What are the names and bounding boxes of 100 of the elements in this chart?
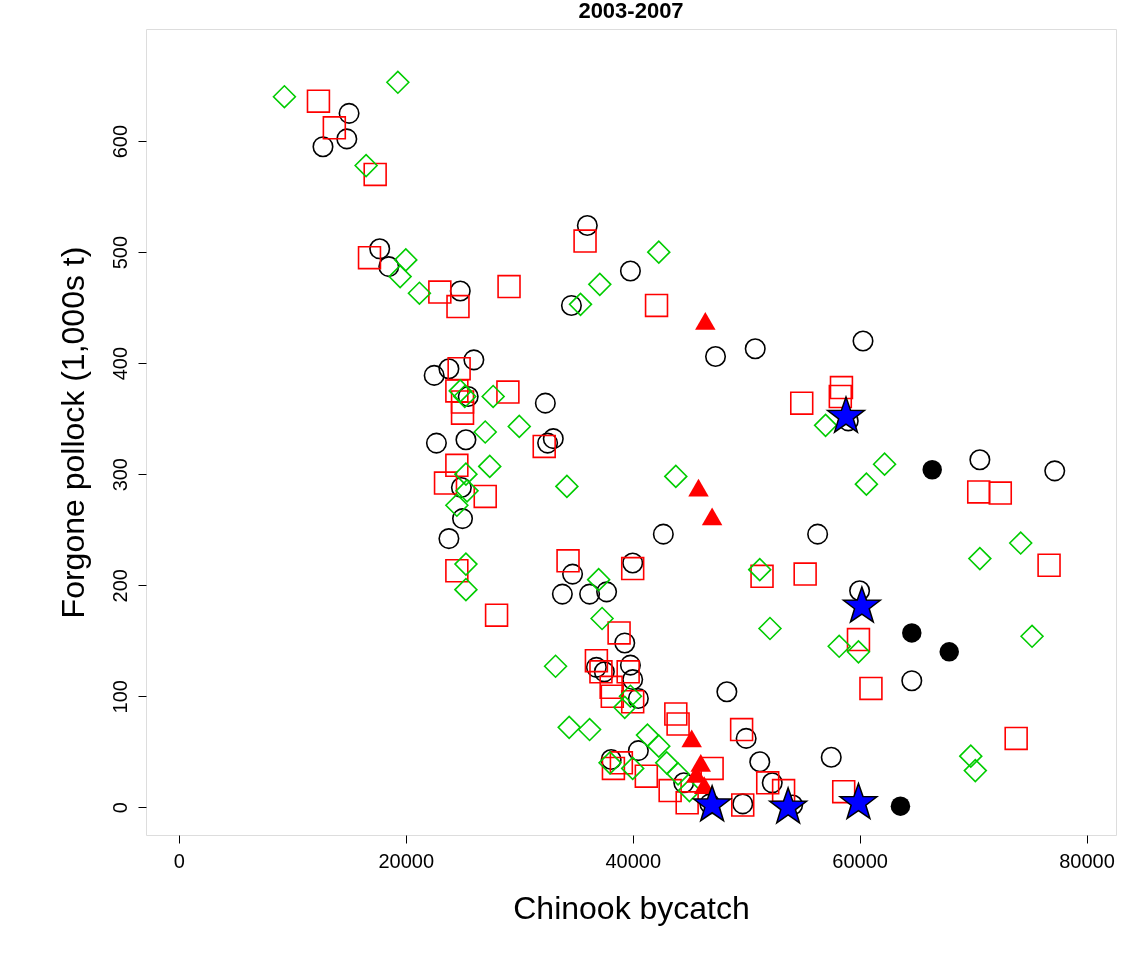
point [890,796,911,816]
point [577,717,602,742]
point [758,616,782,641]
point [378,256,400,278]
point [939,642,959,662]
point [922,460,942,480]
x-axis-title: Chinook bycatch [513,889,750,926]
point [601,756,626,781]
point [761,772,783,794]
point [445,493,469,518]
y-tick-label: 200 [108,569,131,603]
point [959,744,983,768]
point [902,623,922,643]
point [484,603,509,627]
point [620,756,645,781]
point [451,508,474,530]
point [789,391,814,415]
chart-title: 2003-2007 [578,0,684,23]
point [619,654,641,676]
point [988,481,1013,505]
y-tick-label: 500 [108,235,131,270]
point [532,434,556,459]
point [735,727,757,749]
point [573,229,597,253]
point [1008,531,1033,555]
point [634,764,659,788]
x-tick-label: 80000 [1059,849,1115,872]
point [749,751,771,773]
point [446,294,470,319]
point [969,449,991,471]
point [556,549,580,573]
point [599,675,623,700]
point [688,478,709,497]
point [473,484,497,509]
point [793,562,817,586]
point [647,240,671,264]
point [681,729,702,748]
x-tick-label: 0 [173,849,185,872]
point [507,414,532,439]
point [619,260,641,282]
point [588,272,612,297]
y-tick-label: 600 [108,124,131,159]
point [664,464,688,489]
point [407,281,432,305]
point [496,380,520,404]
point [622,552,644,574]
point [647,734,671,758]
point [813,413,838,438]
point [852,330,874,352]
point [768,787,808,824]
point [854,472,879,496]
point [807,523,829,545]
point [386,70,410,95]
point [369,238,391,260]
point [846,640,871,664]
point [542,428,564,450]
x-tick-label: 20000 [378,849,435,872]
point [445,453,469,478]
point [322,116,347,140]
point [839,782,878,820]
point [394,248,418,272]
point [613,695,637,720]
point [716,681,738,703]
point [579,583,601,605]
y-tick-label: 400 [108,346,131,381]
point [454,577,478,602]
point [363,162,387,187]
point [748,557,772,582]
point [428,280,452,304]
point [445,559,469,583]
point [590,606,614,631]
y-tick-label: 100 [108,680,131,714]
point [555,474,579,499]
point [872,452,897,476]
x-tick-label: 60000 [832,849,888,872]
point [750,564,774,589]
point [692,784,732,822]
point [666,762,690,786]
point [562,563,584,585]
point [306,89,331,113]
point [336,128,358,150]
point [664,702,688,726]
point [859,676,883,701]
point [635,723,660,747]
point [1020,624,1044,649]
point [454,462,478,486]
point [312,136,334,158]
x-tick-label: 40000 [605,849,662,872]
point [627,740,649,762]
point [622,669,644,691]
point [652,523,674,545]
point [450,390,475,414]
point [551,583,573,605]
point [729,717,754,742]
point [827,634,851,659]
point [675,791,699,815]
point [455,479,479,503]
point [560,294,582,316]
point [596,581,618,603]
y-tick-label: 0 [108,802,131,814]
